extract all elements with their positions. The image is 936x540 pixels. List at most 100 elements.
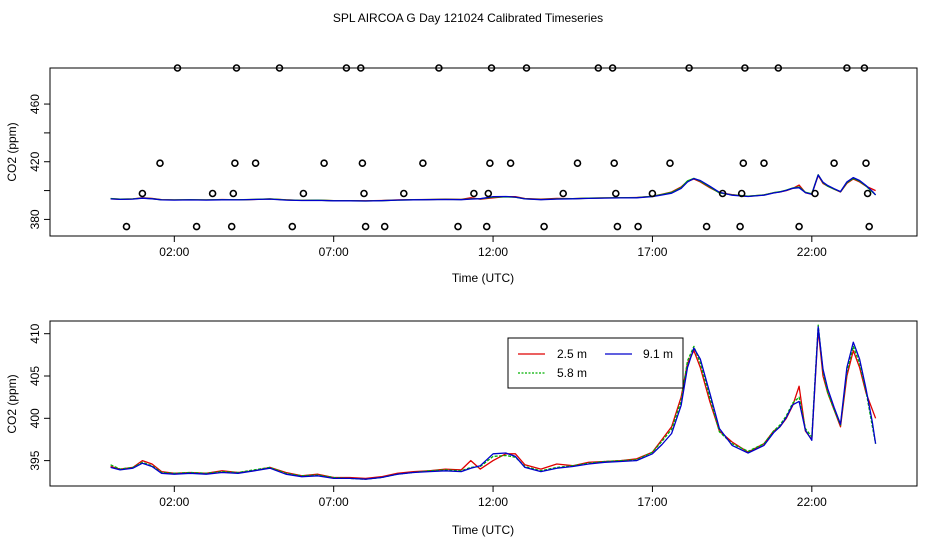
legend-box [507,337,684,389]
calibration-point [288,222,297,231]
top-panel: 02:00 07:00 12:00 17:00 22:00 380 420 460 Time… [5,64,918,285]
bottom-series-lines [110,324,877,480]
legend-label-9-1m: 9.1 m [643,347,673,361]
calibration-point [173,64,182,72]
calibration-point [342,64,351,72]
top-calibration-points [122,64,874,231]
calibration-point [737,189,746,198]
calibration-point [482,222,491,231]
x-tick-label: 17:00 [637,495,667,509]
series-line-9-1-m [110,326,877,480]
calibration-point [227,222,236,231]
calibration-point [594,64,603,72]
calibration-point [736,222,744,231]
calibration-point [608,64,617,72]
calibration-point [229,189,238,198]
calibration-point [611,189,620,198]
calibration-point [320,159,328,167]
top-series-line-9-1-m [110,174,877,202]
x-tick-label: 12:00 [478,495,508,509]
top-y-axis: 380 420 460 [28,94,50,229]
calibration-point [299,189,308,198]
calibration-point [666,159,674,167]
calibration-point [208,189,217,198]
legend: 2.5 m 5.8 m 9.1 m [507,337,684,389]
x-tick-label: 07:00 [319,495,349,509]
calibration-point [156,159,164,167]
calibration-point [830,159,838,167]
bottom-x-axis: 02:00 07:00 12:00 17:00 22:00 [159,486,827,509]
legend-label-2-5m: 2.5 m [557,347,587,361]
calibration-point [811,189,819,198]
calibration-point [795,222,803,231]
calibration-point [356,64,365,72]
calibration-point [486,159,494,167]
calibration-point [648,189,657,198]
x-tick-label: 02:00 [159,245,189,259]
y-tick-label: 400 [28,408,42,428]
calibration-point [685,64,693,72]
calibration-point [506,159,515,167]
calibration-point [760,159,768,167]
x-tick-label: 22:00 [797,245,827,259]
calibration-point [470,189,478,198]
bottom-plot-frame [49,320,918,487]
top-x-axis: 02:00 07:00 12:00 17:00 22:00 [159,236,827,259]
calibration-point [435,64,443,72]
y-tick-label: 420 [28,151,42,171]
y-tick-label: 410 [28,323,42,343]
calibration-point [138,189,147,198]
calibration-point [484,189,493,198]
top-plot-frame [49,67,918,237]
bottom-panel: 02:00 07:00 12:00 17:00 22:00 395 400 405 410 T… [5,320,918,537]
bottom-x-axis-label: Time (UTC) [452,523,514,537]
calibration-point [454,222,462,231]
calibration-point [741,64,749,72]
calibration-point [718,189,727,198]
top-series-lines [110,174,877,202]
top-x-axis-label: Time (UTC) [452,271,514,285]
series-line-5-8-m [110,324,877,480]
x-tick-label: 02:00 [159,495,189,509]
y-tick-label: 460 [28,94,42,114]
calibration-point [522,64,531,72]
calibration-point [610,159,619,167]
legend-label-5-8m: 5.8 m [557,366,587,380]
y-tick-label: 405 [28,366,42,386]
calibration-point [122,222,131,231]
calibration-point [360,189,368,198]
calibration-point [275,64,284,72]
calibration-point [702,222,711,231]
top-y-axis-label: CO2 (ppm) [5,122,19,181]
calibration-point [380,222,389,231]
calibration-point [573,159,582,167]
x-tick-label: 07:00 [319,245,349,259]
calibration-point [487,64,496,72]
calibration-point [863,189,872,198]
y-tick-label: 395 [28,450,42,470]
calibration-point [739,159,748,167]
calibration-point [634,222,642,231]
y-tick-label: 380 [28,209,42,229]
calibration-point [231,159,239,167]
calibration-point [865,222,874,231]
calibration-point [540,222,548,231]
calibration-point [192,222,201,231]
x-tick-label: 22:00 [797,495,827,509]
calibration-point [843,64,851,72]
calibration-point [419,159,427,167]
bottom-y-axis: 395 400 405 410 [28,323,50,471]
chart-title: SPL AIRCOA G Day 121024 Calibrated Times… [333,11,603,25]
calibration-point [232,64,241,72]
calibration-point [559,189,568,198]
calibration-point [862,159,870,167]
calibration-point [860,64,869,72]
calibration-point [399,189,408,198]
bottom-y-axis-label: CO2 (ppm) [5,374,19,433]
calibration-point [613,222,622,231]
calibration-point [774,64,783,72]
x-tick-label: 12:00 [478,245,508,259]
calibration-point [358,159,367,167]
calibration-point [361,222,370,231]
